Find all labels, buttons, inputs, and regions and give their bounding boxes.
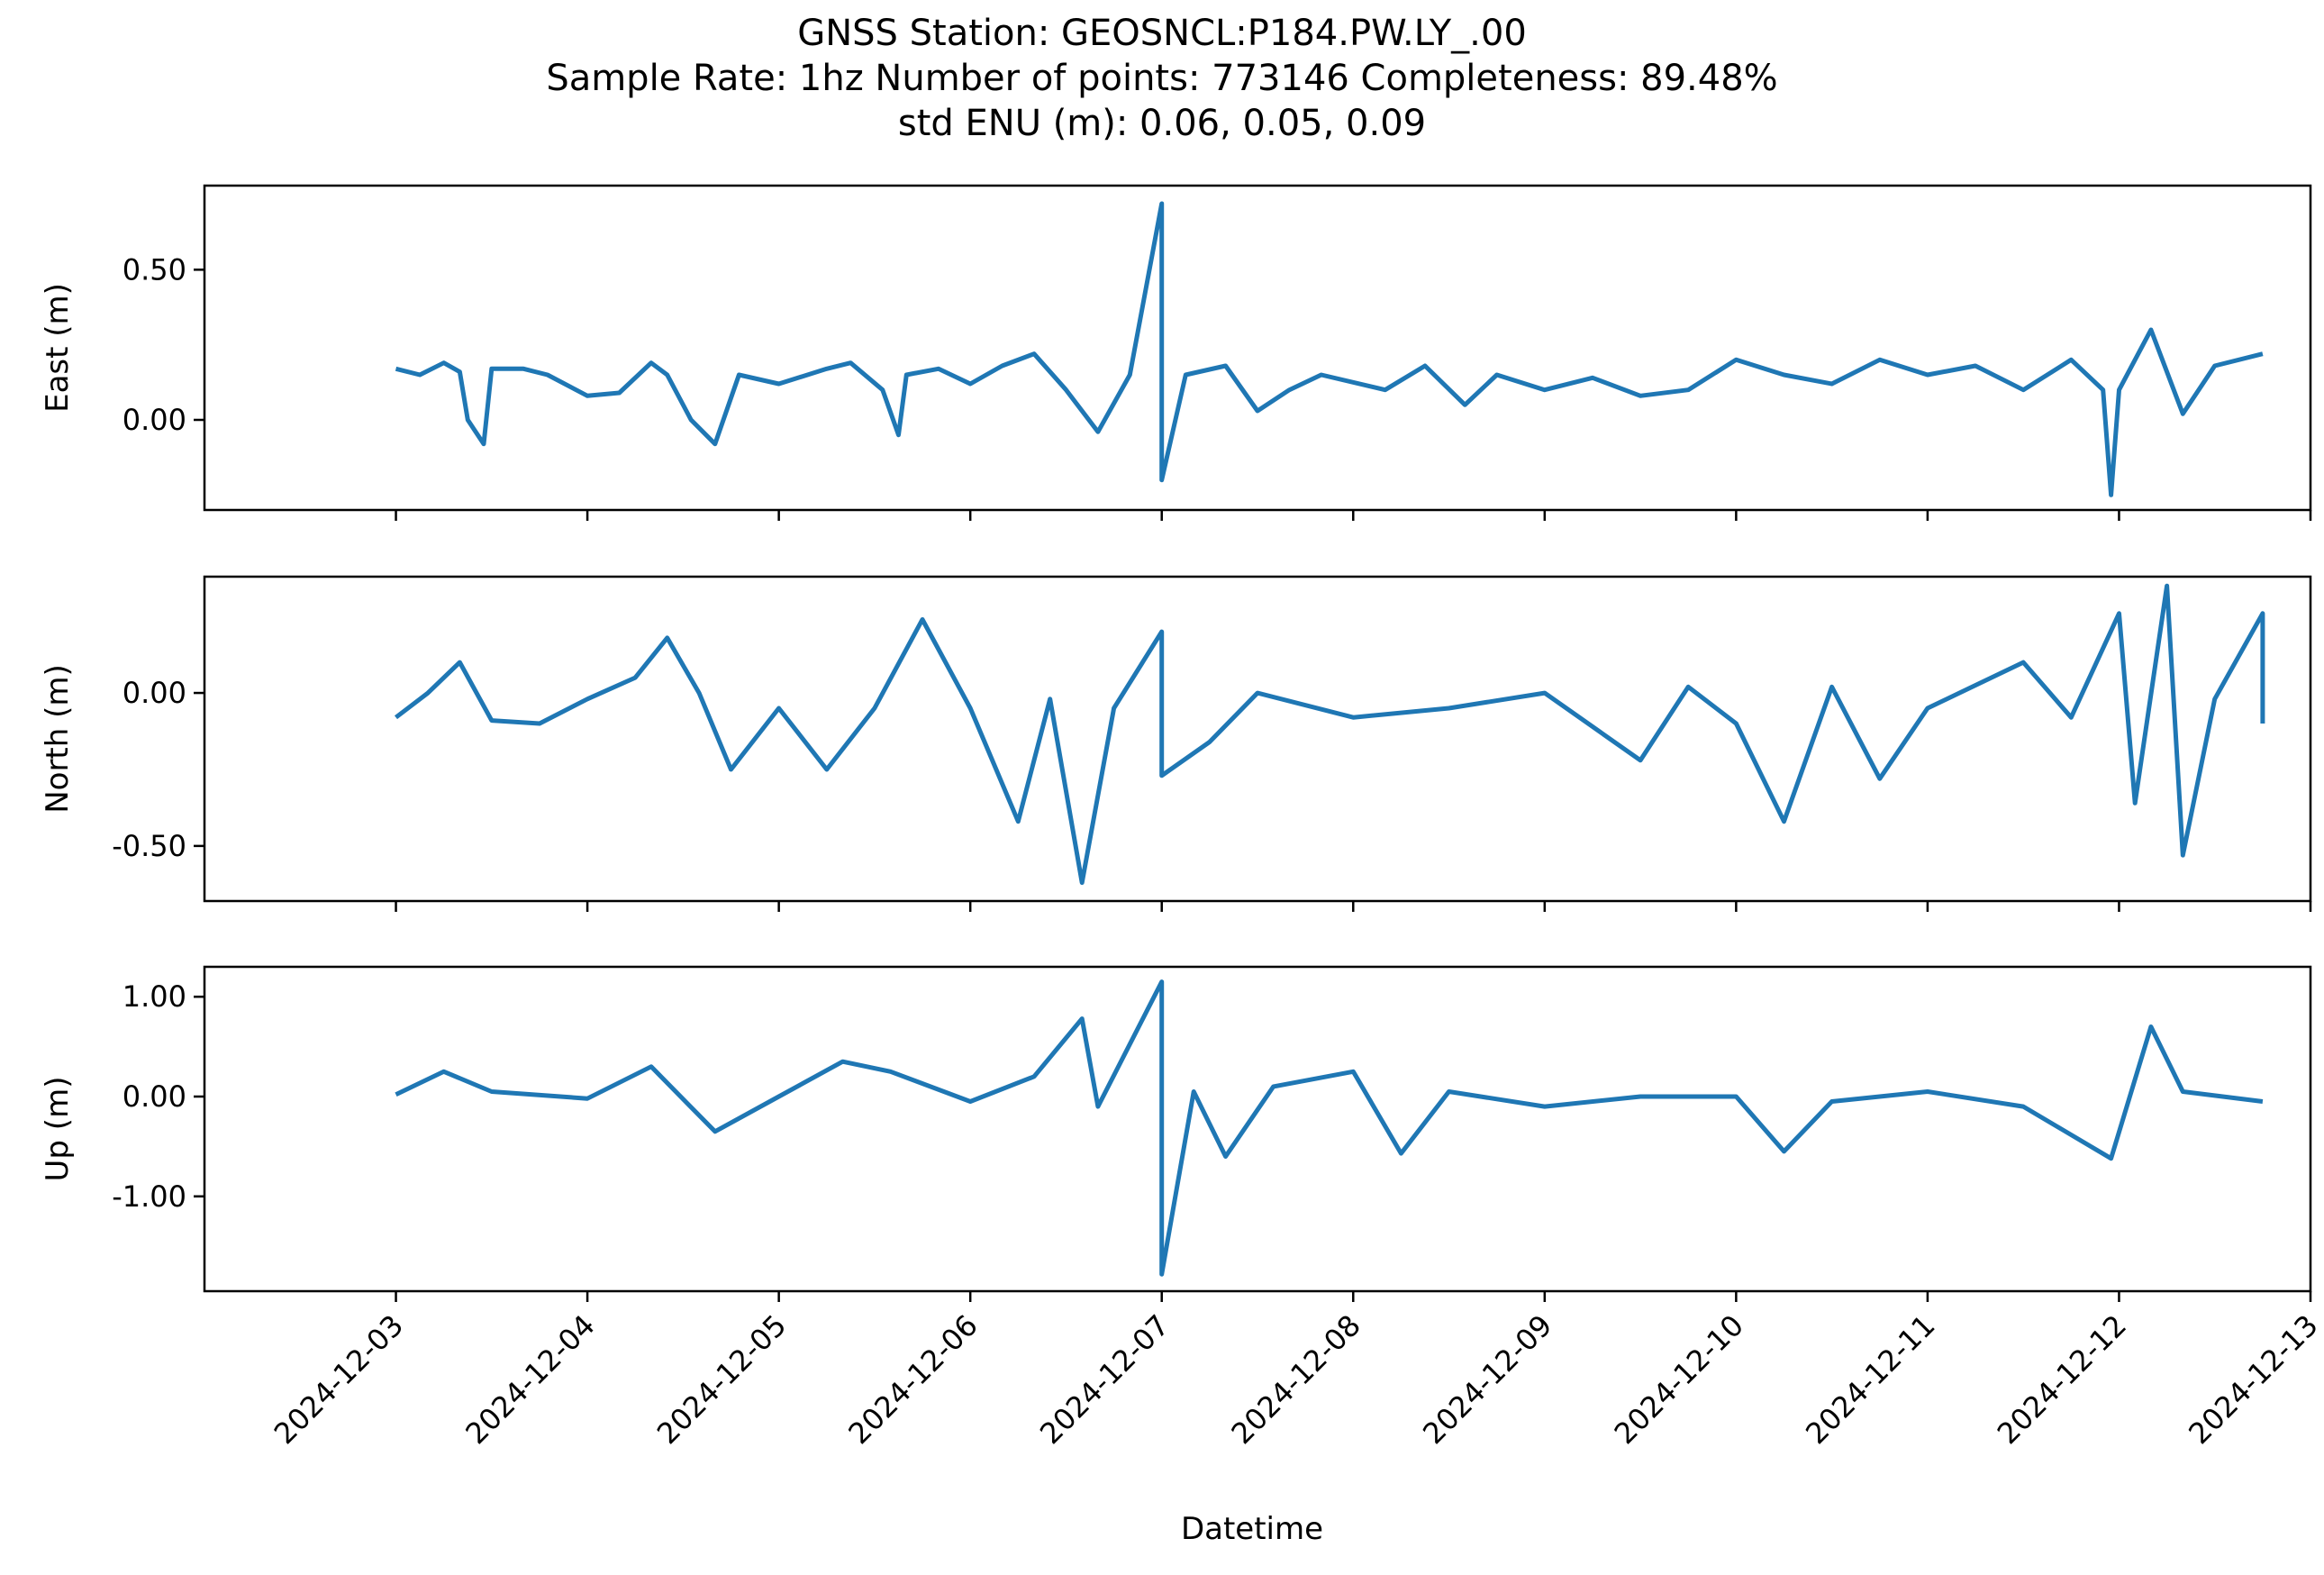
y-tick-label: -0.50 [112, 829, 186, 863]
east-series-line [395, 201, 2264, 497]
y-tick-label: 0.00 [123, 676, 186, 710]
up-series-line [395, 979, 2264, 1277]
y-tick-label: 0.50 [123, 252, 186, 287]
x-tick-label: 2024-12-09 [1416, 1308, 1558, 1451]
x-tick-label: 2024-12-07 [1033, 1308, 1176, 1451]
east-axes-frame [203, 184, 2312, 512]
y-tick-label: 0.00 [123, 403, 186, 437]
up-axes-frame [203, 965, 2312, 1293]
panel-east: East (m) 0.50 0.00 [40, 184, 2312, 512]
chart-title-line-1: GNSS Station: GEOSNCL:P184.PW.LY_.00 [797, 13, 1527, 54]
x-axis-label: Datetime [1181, 1511, 1323, 1547]
x-tick-label: 2024-12-13 [2182, 1308, 2324, 1451]
x-tick-label: 2024-12-11 [1799, 1308, 1941, 1451]
north-axes-frame [203, 575, 2312, 903]
panel-up: Up (m) 1.00 0.00 -1.00 [40, 965, 2312, 1293]
north-series-line [394, 583, 2265, 886]
y-axis-label-east: East (m) [40, 283, 76, 413]
x-tick-label: 2024-12-03 [268, 1308, 410, 1451]
y-tick-label: 0.00 [123, 1079, 186, 1114]
x-tick-label: 2024-12-05 [650, 1308, 793, 1451]
x-tick-label: 2024-12-08 [1225, 1308, 1367, 1451]
x-tick-label: 2024-12-10 [1608, 1308, 1750, 1451]
x-tick-label: 2024-12-06 [841, 1308, 984, 1451]
panel-north: North (m) 0.00 -0.50 [40, 575, 2312, 903]
chart-title-line-2: Sample Rate: 1hz Number of points: 77314… [546, 58, 1777, 99]
y-axis-label-north: North (m) [40, 664, 76, 814]
y-axis-label-up: Up (m) [40, 1077, 76, 1182]
chart-title-line-3: std ENU (m): 0.06, 0.05, 0.09 [898, 103, 1426, 144]
x-axis-ticks: 2024-12-03 2024-12-04 2024-12-05 2024-12-06… [268, 510, 2324, 1451]
x-tick-label: 2024-12-04 [458, 1308, 601, 1451]
x-tick-label: 2024-12-12 [1991, 1308, 2133, 1451]
y-tick-label: -1.00 [112, 1179, 186, 1214]
y-tick-label: 1.00 [123, 979, 186, 1014]
